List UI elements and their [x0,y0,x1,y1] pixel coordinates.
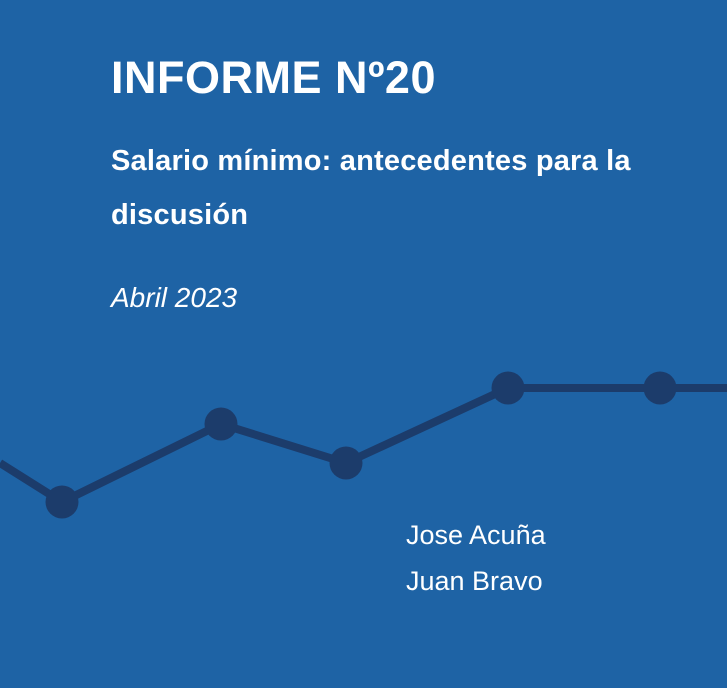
authors: Jose Acuña Juan Bravo [406,512,546,604]
author-name: Jose Acuña [406,520,546,550]
decoration-line [0,384,727,507]
author-name: Juan Bravo [406,566,543,596]
report-title: Salario mínimo: antecedentes para la dis… [111,134,631,242]
report-title-line: Salario mínimo: antecedentes para la [111,145,631,177]
report-title-line: discusión [111,199,249,231]
decoration-dot [45,485,79,519]
decoration-dot [491,371,525,405]
report-date: Abril 2023 [111,282,238,313]
report-number-title: INFORME Nº20 [111,52,436,103]
decoration-dot [204,407,238,441]
decoration-dot [329,446,363,480]
decoration-dot [643,371,677,405]
